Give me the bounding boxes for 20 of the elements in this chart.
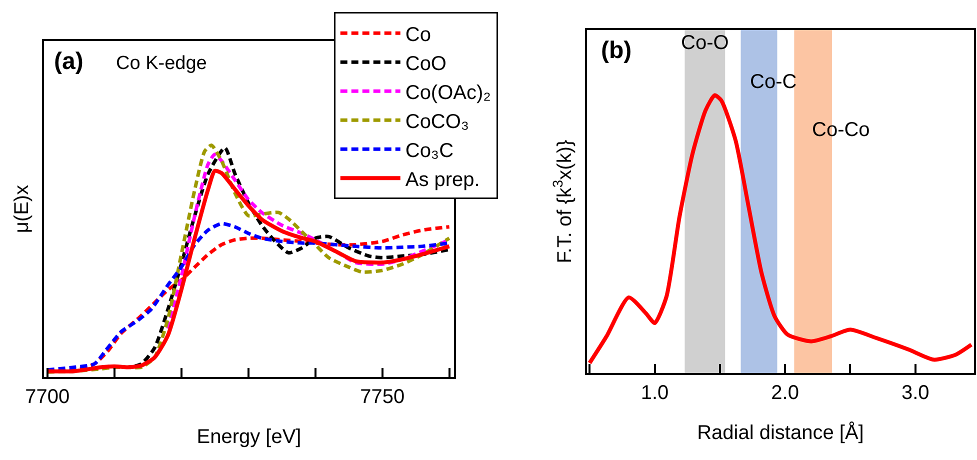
x-tick-label: 3.0: [901, 382, 930, 404]
legend-label: CoO: [405, 52, 446, 75]
legend-label: Co: [405, 24, 431, 46]
legend-label: Co₃C: [405, 140, 454, 162]
band-label: Co-Co: [812, 119, 870, 141]
x-tick-label: 1.0: [640, 382, 669, 404]
legend-label: As prep.: [405, 168, 480, 191]
text: (a): [54, 48, 84, 75]
x-axis-title: Energy [eV]: [196, 426, 302, 448]
x-tick-label: 7750: [360, 386, 405, 408]
legend-label: Co(OAc)₂: [405, 82, 491, 104]
text: (b): [601, 37, 632, 64]
band-label: Co-C: [750, 71, 797, 93]
x-tick-label: 7700: [25, 386, 70, 408]
x-tick-label: 2.0: [771, 382, 799, 404]
band-label: Co-O: [681, 32, 729, 54]
y-axis-title: μ(E)x: [11, 184, 33, 234]
text: Co K-edge: [116, 53, 207, 74]
legend-label: CoCO₃: [405, 110, 470, 133]
x-axis-title: Radial distance [Å]: [697, 421, 864, 444]
